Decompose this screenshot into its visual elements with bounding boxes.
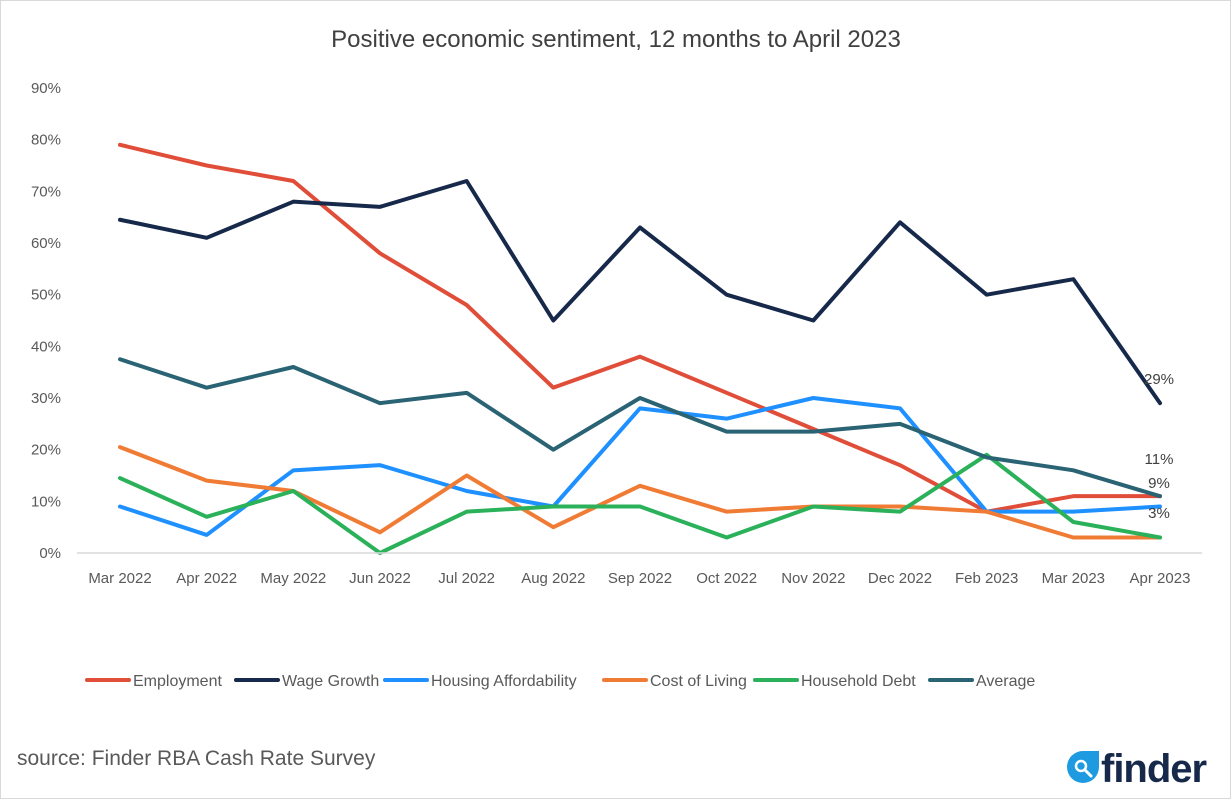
y-tick-label: 40% — [31, 338, 61, 355]
series-line-household-debt — [118, 452, 1162, 555]
legend-item: Household Debt — [753, 673, 916, 690]
x-tick-label: Apr 2023 — [1130, 570, 1191, 587]
data-label: 29% — [1144, 371, 1174, 388]
x-tick-label: Nov 2022 — [781, 570, 845, 587]
y-tick-label: 10% — [31, 493, 61, 510]
legend-item: Cost of Living — [602, 673, 747, 690]
x-tick-label: Oct 2022 — [696, 570, 757, 587]
legend-label: Cost of Living — [650, 673, 747, 690]
x-tick-label: Jul 2022 — [438, 570, 495, 587]
data-label: 9% — [1148, 475, 1170, 492]
legend-label: Employment — [133, 673, 222, 690]
y-tick-label: 70% — [31, 183, 61, 200]
x-tick-label: Mar 2023 — [1042, 570, 1105, 587]
legend-label: Average — [976, 673, 1035, 690]
y-tick-label: 50% — [31, 287, 61, 304]
x-tick-label: May 2022 — [260, 570, 326, 587]
search-icon — [1067, 751, 1099, 783]
legend-label: Household Debt — [801, 673, 916, 690]
y-tick-label: 20% — [31, 442, 61, 459]
legend-label: Wage Growth — [282, 673, 379, 690]
x-tick-label: Jun 2022 — [349, 570, 411, 587]
source-note: source: Finder RBA Cash Rate Survey — [17, 747, 376, 770]
data-label: 11% — [1145, 451, 1174, 468]
series-line-employment — [118, 142, 1162, 514]
chart-title: Positive economic sentiment, 12 months t… — [331, 26, 901, 53]
legend-item: Employment — [85, 673, 222, 690]
x-tick-label: Mar 2022 — [88, 570, 151, 587]
svg-text:finder: finder — [1101, 747, 1207, 789]
x-tick-label: Aug 2022 — [521, 570, 585, 587]
finder-logo: finder — [1067, 747, 1208, 789]
y-tick-label: 80% — [31, 132, 61, 149]
y-tick-label: 0% — [39, 545, 61, 562]
y-tick-label: 60% — [31, 235, 61, 252]
data-label: 3% — [1148, 505, 1170, 522]
legend-item: Wage Growth — [234, 673, 379, 690]
x-tick-label: Sep 2022 — [608, 570, 672, 587]
legend-label: Housing Affordability — [431, 673, 577, 690]
series-line-wage-growth — [118, 179, 1162, 406]
y-tick-label: 90% — [31, 80, 61, 97]
x-tick-label: Apr 2022 — [176, 570, 237, 587]
x-tick-label: Feb 2023 — [955, 570, 1018, 587]
x-tick-label: Dec 2022 — [868, 570, 932, 587]
legend-item: Housing Affordability — [383, 673, 577, 690]
y-tick-label: 30% — [31, 390, 61, 407]
legend-item: Average — [928, 673, 1035, 690]
series-line-average — [118, 357, 1162, 499]
